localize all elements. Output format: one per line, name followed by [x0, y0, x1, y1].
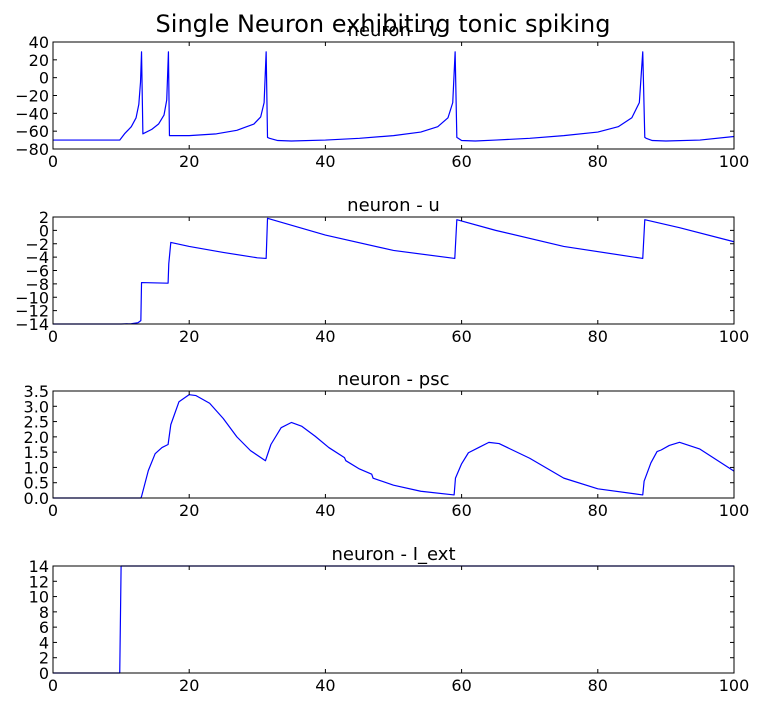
x-tick-label: 20 [179, 327, 199, 346]
axes-frame [52, 41, 735, 150]
x-tick-label: 20 [179, 501, 199, 520]
y-tick-label: 2 [39, 649, 49, 668]
x-tick-label: 0 [48, 327, 58, 346]
y-tick-label: 2 [39, 208, 49, 227]
y-tick-label: −20 [15, 87, 49, 106]
x-tick-label: 80 [588, 501, 608, 520]
y-tick-label: −2 [25, 235, 49, 254]
y-tick-label: −60 [15, 122, 49, 141]
subplots: neuron - v0 20 40 60 80 100−80−60−40−2002040n… [15, 20, 749, 695]
y-tick-label: 2.0 [24, 428, 49, 447]
series-line [53, 394, 735, 499]
y-tick-label: 0 [39, 664, 49, 683]
y-tick-label: 4 [39, 633, 49, 652]
x-tick-label: 40 [315, 501, 335, 520]
x-tick-label: 0 [48, 501, 58, 520]
y-tick-label: 2.5 [24, 413, 49, 432]
y-tick-label: 0.5 [24, 474, 49, 493]
x-tick-label: 40 [315, 152, 335, 171]
y-tick-label: 14 [29, 557, 49, 576]
figure-suptitle: Single Neuron exhibiting tonic spiking [156, 10, 611, 38]
x-tick-label: 80 [588, 152, 608, 171]
y-tick-label: −4 [25, 248, 49, 267]
x-tick-label: 100 [719, 676, 750, 695]
y-tick-label: 1.0 [24, 458, 49, 477]
y-tick-label: 0 [39, 69, 49, 88]
subplot: neuron - u0 20 40 60 80 100−14−12−10−8−6−4−20… [15, 195, 749, 346]
x-tick-label: 40 [315, 676, 335, 695]
y-tick-label: 1.5 [24, 443, 49, 462]
x-tick-label: 0 [48, 152, 58, 171]
series-line [53, 217, 735, 325]
x-tick-label: 60 [451, 327, 471, 346]
x-tick-label: 20 [179, 152, 199, 171]
axes-frame [52, 390, 735, 499]
y-tick-label: −40 [15, 104, 49, 123]
y-tick-label: −80 [15, 140, 49, 159]
subplot-title: neuron - I_ext [331, 544, 455, 565]
y-tick-label: −14 [15, 315, 49, 334]
y-tick-label: 3.0 [24, 397, 49, 416]
x-tick-label: 0 [48, 676, 58, 695]
y-tick-label: −8 [25, 275, 49, 294]
x-tick-label: 20 [179, 676, 199, 695]
subplot: neuron - psc 0 20 40 60 80 100 0.00.51.01.52.02… [24, 369, 750, 520]
y-tick-label: −12 [15, 302, 49, 321]
y-tick-label: −6 [25, 262, 49, 281]
axes-frame [52, 565, 735, 674]
y-tick-label: 3.5 [24, 382, 49, 401]
x-tick-label: 60 [451, 152, 471, 171]
x-tick-label: 60 [451, 501, 471, 520]
x-tick-label: 80 [588, 327, 608, 346]
y-tick-label: 10 [29, 588, 49, 607]
series-line [53, 565, 734, 674]
y-tick-label: 40 [29, 33, 49, 52]
subplot-title: neuron - u [347, 195, 440, 216]
y-tick-label: −10 [15, 288, 49, 307]
x-tick-label: 80 [588, 676, 608, 695]
axes-frame [52, 216, 735, 325]
y-tick-label: 0.0 [24, 489, 49, 508]
subplot-title: neuron - v [348, 20, 440, 41]
x-tick-label: 100 [719, 501, 750, 520]
x-tick-label: 100 [719, 327, 750, 346]
subplot-title: neuron - psc [338, 369, 450, 390]
x-tick-label: 100 [719, 152, 750, 171]
x-tick-label: 40 [315, 327, 335, 346]
y-tick-label: 20 [29, 51, 49, 70]
y-tick-label: 6 [39, 618, 49, 637]
y-tick-label: 0 [39, 221, 49, 240]
x-tick-label: 60 [451, 676, 471, 695]
y-tick-label: 12 [29, 572, 49, 591]
y-tick-label: 8 [39, 603, 49, 622]
series-line [53, 51, 735, 142]
